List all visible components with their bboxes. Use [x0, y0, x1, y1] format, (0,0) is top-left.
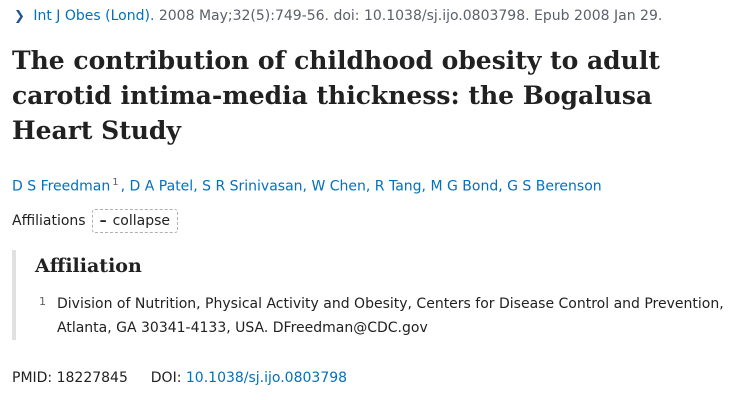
author-list: D S Freedman 1, D A Patel, S R Srinivasan… — [12, 177, 602, 195]
author-link[interactable]: S R Srinivasan — [202, 178, 303, 195]
affiliation-heading: Affiliation — [35, 255, 142, 277]
author-separator: , — [365, 178, 375, 195]
pmid-value: 18227845 — [56, 370, 128, 386]
author-separator: , — [498, 178, 508, 195]
doi-link[interactable]: 10.1038/sj.ijo.0803798 — [185, 370, 348, 386]
author-separator: , — [193, 178, 203, 195]
affiliation-panel: Affiliation 1 Division of Nutrition, Phy… — [12, 250, 746, 340]
author-link[interactable]: W Chen — [311, 178, 366, 195]
author-link[interactable]: M G Bond — [430, 178, 499, 195]
author-link[interactable]: D A Patel — [129, 178, 194, 195]
citation-line: ❯ Int J Obes (Lond). 2008 May;32(5):749-… — [14, 8, 662, 24]
author-separator: , — [302, 178, 312, 195]
doi-label: DOI: — [150, 370, 182, 386]
citation-details: 2008 May;32(5):749-56. doi: 10.1038/sj.i… — [158, 8, 663, 24]
author-link[interactable]: D S Freedman — [12, 178, 111, 195]
author-link[interactable]: G S Berenson — [507, 178, 602, 195]
affiliation-ref[interactable]: 1 — [112, 177, 119, 188]
affiliations-label: Affiliations — [12, 213, 86, 229]
article-title: The contribution of childhood obesity to… — [12, 46, 660, 145]
collapse-button[interactable]: – collapse — [91, 209, 179, 233]
affiliation-text: Division of Nutrition, Physical Activity… — [57, 296, 724, 336]
affiliation-number: 1 — [39, 295, 46, 308]
author-separator: , — [421, 178, 431, 195]
identifiers: PMID: 18227845 DOI: 10.1038/sj.ijo.08037… — [12, 370, 347, 386]
chevron-right-icon[interactable]: ❯ — [14, 9, 25, 24]
journal-link[interactable]: Int J Obes (Lond). — [33, 8, 155, 24]
collapse-label: collapse — [112, 213, 171, 229]
pmid-label: PMID: — [12, 370, 53, 386]
author-separator: , — [120, 178, 130, 195]
affiliations-toggle-row: Affiliations – collapse — [12, 209, 179, 233]
author-link[interactable]: R Tang — [374, 178, 422, 195]
minus-icon: – — [99, 213, 107, 229]
